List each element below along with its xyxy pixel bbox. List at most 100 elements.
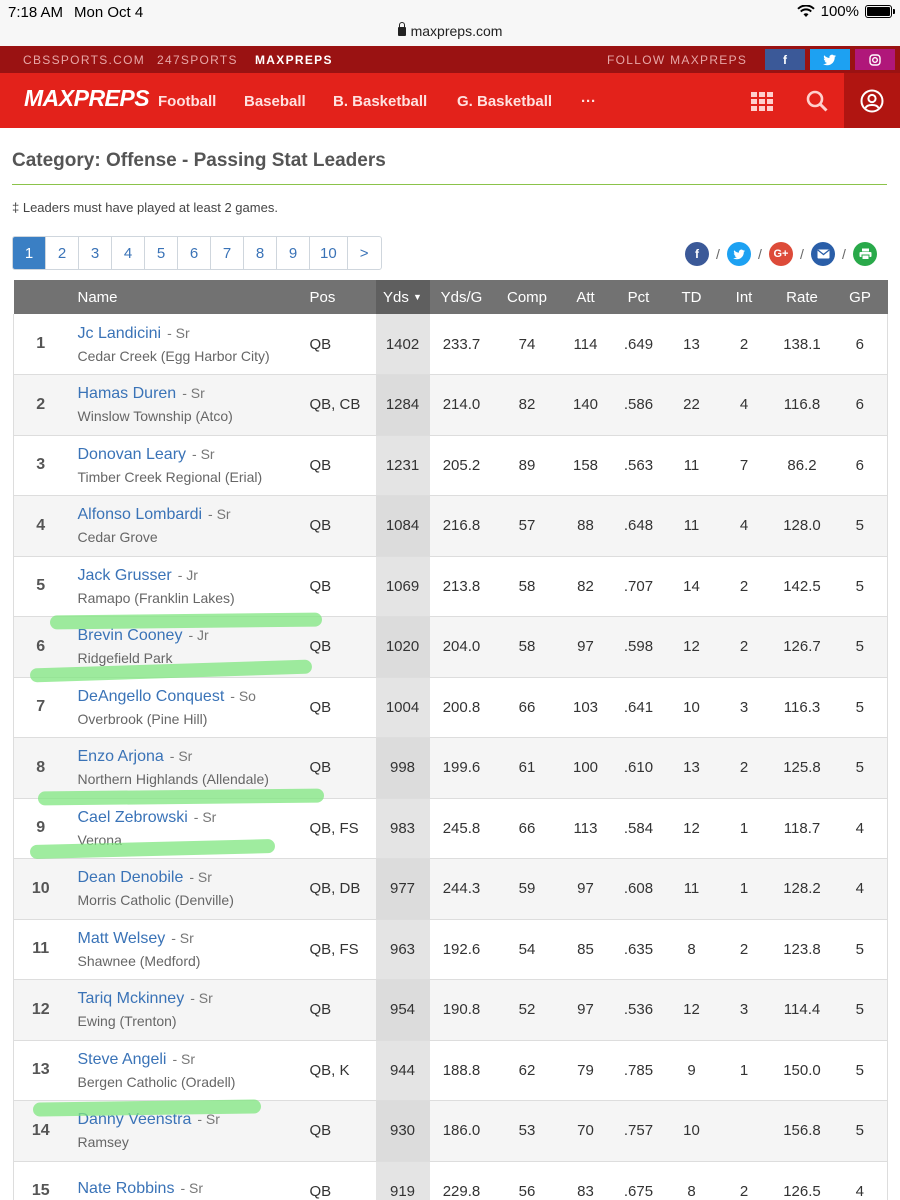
stat-gp-cell: 6 [832, 435, 888, 496]
nav-football[interactable]: Football [158, 93, 217, 110]
battery-icon [865, 5, 895, 18]
col-rank [13, 280, 68, 314]
nav-baseball[interactable]: Baseball [244, 93, 306, 110]
stat-comp-cell: 66 [493, 677, 561, 738]
nav-girls-basketball[interactable]: G. Basketball [457, 93, 553, 110]
search-icon[interactable] [806, 90, 828, 112]
stat-gp-cell: 5 [832, 677, 888, 738]
player-cell: Jc Landicini - Sr Cedar Creek (Egg Harbor … [67, 314, 300, 375]
pagination-page[interactable]: 1 [13, 237, 46, 269]
player-name-link[interactable]: Tariq Mckinney [77, 990, 185, 1008]
player-name-link[interactable]: DeAngello Conquest [77, 687, 225, 705]
pagination-page[interactable]: 10 [310, 237, 348, 269]
pagination-page[interactable]: 2 [46, 237, 79, 269]
col-name[interactable]: Name [67, 280, 300, 314]
stat-att-cell: 97 [560, 616, 611, 678]
address-bar[interactable]: maxpreps.com [0, 22, 900, 39]
stat-ydsg-cell: 192.6 [429, 919, 494, 980]
player-cell: Tariq Mckinney - Sr Ewing (Trenton) [67, 979, 300, 1041]
player-name-link[interactable]: Nate Robbins [77, 1179, 175, 1197]
share-twitter-icon[interactable] [727, 242, 751, 266]
network-link-247sports[interactable]: 247SPORTS [157, 53, 238, 67]
stat-int-cell: 2 [716, 556, 772, 617]
col-gp[interactable]: GP [832, 280, 888, 314]
stat-comp-cell: 57 [493, 495, 561, 557]
stat-rate-cell: 116.3 [771, 677, 833, 738]
col-pos[interactable]: Pos [299, 280, 376, 314]
stat-gp-cell: 5 [832, 919, 888, 980]
table-row: 9 Cael Zebrowski - Sr Verona QB, FS 983 245.8 6… [13, 798, 888, 859]
share-facebook-icon[interactable]: f [685, 242, 709, 266]
stat-int-cell: 2 [716, 1161, 772, 1200]
network-link-maxpreps[interactable]: MAXPREPS [255, 53, 333, 67]
col-rate[interactable]: Rate [771, 280, 833, 314]
pagination-next[interactable]: > [359, 244, 369, 262]
col-comp[interactable]: Comp [493, 280, 561, 314]
nav-boys-basketball[interactable]: B. Basketball [333, 93, 428, 110]
col-pct[interactable]: Pct [610, 280, 667, 314]
player-name-link[interactable]: Dean Denobile [77, 869, 184, 887]
player-name-link[interactable]: Brevin Cooney [77, 627, 183, 645]
apps-grid-icon[interactable] [751, 90, 773, 112]
table-header-row: Name Pos Yds ▼ Yds/G Comp Att Pct TD Int… [13, 280, 888, 314]
pagination-page[interactable]: 9 [277, 237, 310, 269]
twitter-icon[interactable] [810, 49, 850, 70]
stat-rate-cell: 128.0 [771, 495, 833, 557]
stat-ydsg-cell: 205.2 [429, 435, 494, 496]
player-name-link[interactable]: Cael Zebrowski [77, 808, 188, 826]
col-int[interactable]: Int [716, 280, 772, 314]
col-td[interactable]: TD [666, 280, 717, 314]
position-cell: QB [299, 495, 376, 557]
stat-pct-cell: .610 [610, 737, 667, 799]
instagram-icon[interactable] [855, 49, 895, 70]
separator: / [758, 246, 762, 262]
stat-gp-cell: 6 [832, 374, 888, 436]
school-name: Ramsey [77, 1134, 129, 1151]
col-yds[interactable]: Yds ▼ [375, 280, 430, 314]
school-name: Northern Highlands (Allendale) [77, 771, 269, 788]
stat-int-cell: 1 [716, 858, 772, 920]
player-name-link[interactable]: Jc Landicini [77, 324, 162, 342]
col-ydsg[interactable]: Yds/G [429, 280, 494, 314]
stat-att-cell: 103 [560, 677, 611, 738]
network-link-cbssports[interactable]: CBSSPORTS.COM [23, 53, 146, 67]
player-cell: Dean Denobile - Sr Morris Catholic (Denvil… [67, 858, 300, 920]
pagination-page[interactable]: 4 [112, 237, 145, 269]
player-name-link[interactable]: Hamas Duren [77, 385, 177, 403]
stat-att-cell: 88 [560, 495, 611, 557]
player-name-link[interactable]: Alfonso Lombardi [77, 506, 203, 524]
player-name-link[interactable]: Enzo Arjona [77, 748, 164, 766]
account-button[interactable] [844, 73, 900, 128]
share-googleplus-icon[interactable]: G+ [769, 242, 793, 266]
pagination-page[interactable]: 5 [145, 237, 178, 269]
player-name-link[interactable]: Matt Welsey [77, 929, 166, 947]
stat-gp-cell: 4 [832, 1161, 888, 1200]
position-cell: QB [299, 737, 376, 799]
share-email-icon[interactable] [811, 242, 835, 266]
player-name-link[interactable]: Jack Grusser [77, 566, 172, 584]
stat-comp-cell: 74 [493, 314, 561, 375]
position-cell: QB, DB [299, 858, 376, 920]
stat-comp-cell: 58 [493, 556, 561, 617]
maxpreps-logo[interactable]: MAXPREPS [24, 85, 150, 111]
facebook-icon[interactable]: f [765, 49, 805, 70]
pagination-page[interactable]: 8 [244, 237, 277, 269]
pagination-page[interactable]: 6 [178, 237, 211, 269]
pagination-page[interactable]: 3 [79, 237, 112, 269]
page-title: Category: Offense - Passing Stat Leaders [12, 150, 386, 171]
stat-td-cell: 8 [666, 1161, 717, 1200]
player-class: - So [230, 687, 256, 704]
school-name: Timber Creek Regional (Erial) [77, 468, 263, 485]
print-icon[interactable] [853, 242, 877, 266]
col-att[interactable]: Att [560, 280, 611, 314]
school-name: Shawnee (Medford) [77, 952, 201, 969]
player-name-link[interactable]: Donovan Leary [77, 445, 187, 463]
player-name-link[interactable]: Steve Angeli [77, 1050, 167, 1068]
stat-att-cell: 158 [560, 435, 611, 496]
rank-cell: 5 [13, 556, 68, 617]
school-name: Morris Catholic (Denville) [77, 892, 234, 909]
nav-more[interactable]: ··· [581, 93, 596, 110]
stat-ydsg-cell: 233.7 [429, 314, 494, 375]
pagination-page[interactable]: 7 [211, 237, 244, 269]
stat-int-cell: 7 [716, 435, 772, 496]
